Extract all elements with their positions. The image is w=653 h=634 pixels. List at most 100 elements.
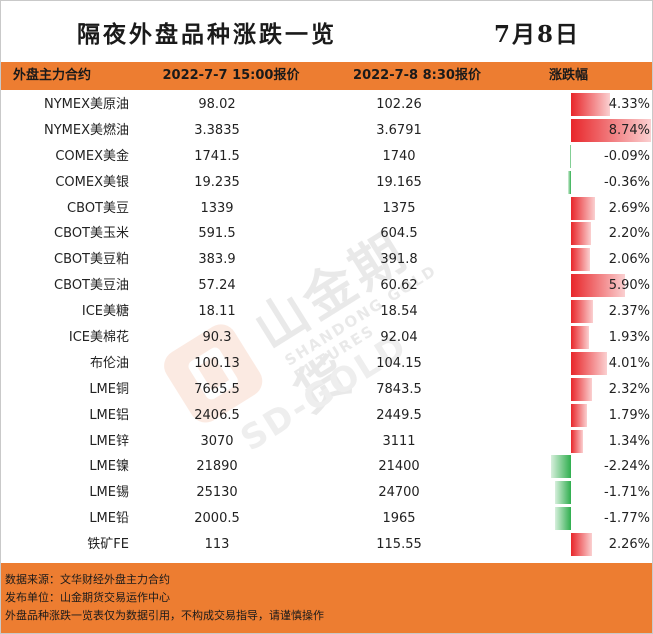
contract-name: NYMEX美原油 [43,97,129,112]
change-bar-up [571,300,593,324]
title-bar: 隔夜外盘品种涨跌一览 7月8日 [1,1,652,61]
table-row: CBOT美豆 1339 1375 2.69% [1,196,652,222]
change-percent: 4.01% [608,355,650,371]
contract-name: 布伦油 [89,355,129,371]
price-prev: 2406.5 [194,407,240,423]
table-row: 铁矿FE 113 115.55 2.26% [1,532,652,558]
footer-disclaimer: 外盘品种涨跌一览表仅为数据引用，不构成交易指导，请谨慎操作 [5,609,324,622]
table-row: LME锌 3070 3111 1.34% [1,429,652,455]
table-row: COMEX美金 1741.5 1740 -0.09% [1,144,652,170]
change-percent: -1.71% [604,485,650,501]
change-percent: 2.69% [608,200,650,216]
change-bar-up [571,429,584,453]
contract-name: LME铅 [89,511,129,527]
contract-name: CBOT美豆油 [54,278,129,294]
page-title: 隔夜外盘品种涨跌一览 [77,21,337,48]
table-row: LME铅 2000.5 1965 -1.77% [1,506,652,532]
contract-name: NYMEX美燃油 [43,122,129,138]
table-row: LME镍 21890 21400 -2.24% [1,454,652,480]
price-prev: 21890 [196,459,238,475]
price-prev: 113 [204,537,230,553]
contract-name: LME铜 [89,381,129,397]
contract-name: COMEX美银 [55,174,129,190]
price-curr: 1375 [382,200,416,216]
table-header: 外盘主力合约 2022-7-7 15:00报价 2022-7-8 8:30报价 … [1,62,652,90]
report-date: 7月8日 [494,21,581,48]
contract-name: CBOT美玉米 [54,226,129,242]
price-prev: 19.235 [194,174,240,190]
change-bar-up [571,351,608,375]
price-curr: 1965 [382,511,416,527]
change-percent: 2.32% [608,381,650,397]
price-prev: 383.9 [198,252,236,268]
contract-name: COMEX美金 [55,148,129,164]
table-body: NYMEX美原油 98.02 102.26 4.33% NYMEX美燃油 3.3835 3.… [1,92,652,558]
change-percent: 5.90% [608,278,650,294]
table-row: NYMEX美原油 98.02 102.26 4.33% [1,92,652,118]
change-bar-up [571,533,592,557]
header-contract: 外盘主力合约 [13,68,92,83]
contract-name: CBOT美豆粕 [54,252,129,268]
price-prev: 7665.5 [194,381,240,397]
price-prev: 90.3 [202,330,232,346]
price-curr: 391.8 [380,252,418,268]
price-prev: 98.02 [198,97,236,112]
header-change: 涨跌幅 [549,68,589,83]
change-bar-down [554,507,571,531]
price-curr: 115.55 [376,537,422,553]
contract-name: 铁矿FE [87,537,129,553]
change-bar-up [571,274,625,298]
change-bar-up [571,248,590,272]
contract-name: LME铝 [89,407,129,423]
header-price-prev: 2022-7-7 15:00报价 [162,68,300,83]
price-prev: 1741.5 [194,148,240,164]
price-curr: 104.15 [376,355,422,371]
contract-name: CBOT美豆 [67,200,129,216]
change-bar-down [555,481,571,505]
change-bar-up [571,118,651,142]
change-percent: -0.09% [604,148,650,164]
price-curr: 3.6791 [376,122,422,138]
price-prev: 591.5 [198,226,236,242]
change-bar-down [550,455,571,479]
contract-name: ICE美棉花 [68,330,129,346]
change-bar-up [571,326,589,350]
price-curr: 7843.5 [376,381,422,397]
table-row: 布伦油 100.13 104.15 4.01% [1,351,652,377]
table-row: CBOT美豆油 57.24 60.62 5.90% [1,273,652,299]
table-row: LME铜 7665.5 7843.5 2.32% [1,377,652,403]
contract-name: ICE美糖 [81,304,129,320]
contract-name: LME锡 [89,485,129,501]
table-row: CBOT美豆粕 383.9 391.8 2.06% [1,247,652,273]
price-prev: 100.13 [194,355,240,371]
price-curr: 60.62 [380,278,418,294]
change-percent: 4.33% [608,97,650,112]
change-bar-up [571,222,592,246]
table-row: ICE美糖 18.11 18.54 2.37% [1,299,652,325]
price-curr: 18.54 [380,304,418,320]
change-percent: 1.93% [608,330,650,346]
change-bar-up [571,93,611,116]
table-row: COMEX美银 19.235 19.165 -0.36% [1,170,652,196]
change-percent: -0.36% [604,174,650,190]
change-percent: 2.20% [608,226,650,242]
footer-publisher: 发布单位：山金期货交易运作中心 [5,591,170,604]
contract-name: LME镍 [89,459,129,475]
contract-name: LME锌 [89,433,129,449]
change-bar-up [571,377,593,401]
table-row: ICE美棉花 90.3 92.04 1.93% [1,325,652,351]
price-curr: 102.26 [376,97,422,112]
price-curr: 21400 [378,459,420,475]
change-percent: -1.77% [604,511,650,527]
change-bar-up [571,403,588,427]
header-price-curr: 2022-7-8 8:30报价 [353,68,481,83]
change-percent: -2.24% [604,459,650,475]
price-curr: 24700 [378,485,420,501]
change-percent: 2.26% [608,537,650,553]
table-row: CBOT美玉米 591.5 604.5 2.20% [1,221,652,247]
price-curr: 19.165 [376,174,422,190]
change-bar-down [570,144,571,168]
footer: 数据来源：文华财经外盘主力合约 发布单位：山金期货交易运作中心 外盘品种涨跌一览… [1,563,652,633]
price-curr: 1740 [382,148,416,164]
